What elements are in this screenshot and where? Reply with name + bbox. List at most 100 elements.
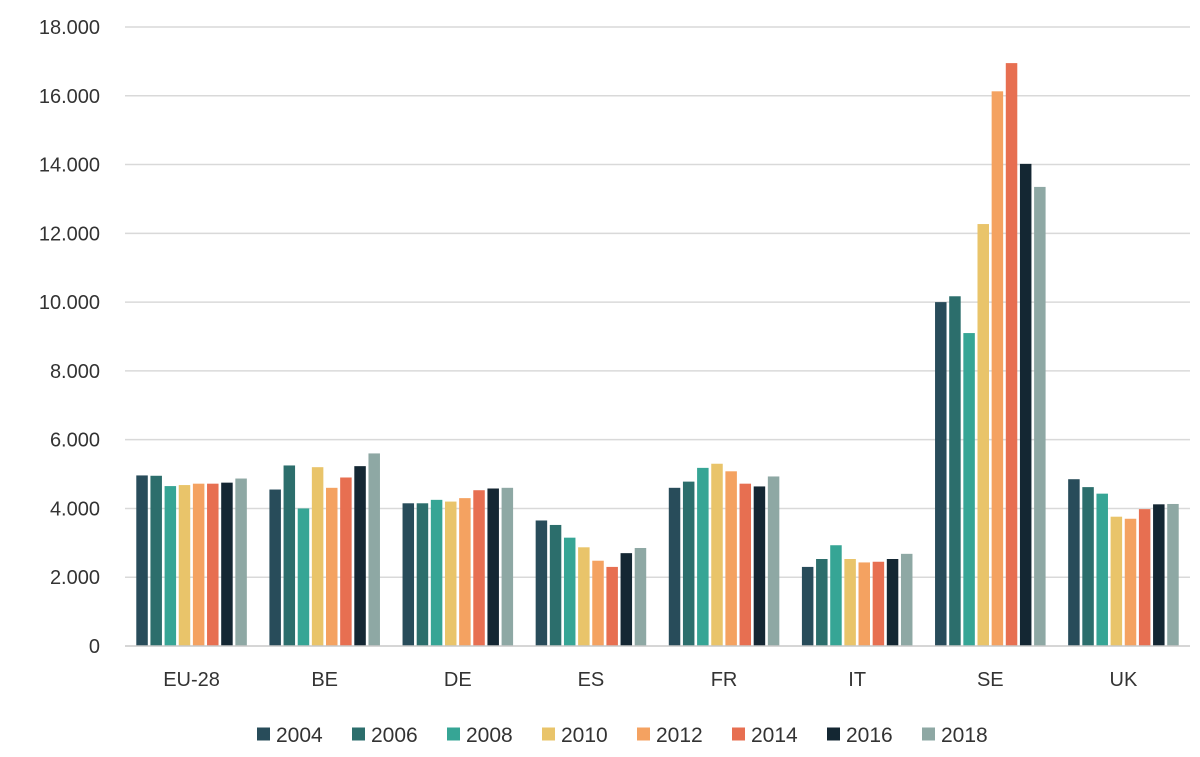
bar-fr-2008 bbox=[697, 467, 709, 646]
bar-eu-28-2008 bbox=[164, 486, 177, 646]
y-tick-label: 14.000 bbox=[39, 155, 100, 177]
bar-es-2006 bbox=[549, 524, 562, 646]
y-tick-label: 0 bbox=[89, 636, 100, 658]
bar-it-2016 bbox=[886, 559, 899, 646]
bar-fr-2006 bbox=[682, 481, 695, 646]
bar-it-2018 bbox=[900, 553, 913, 646]
x-tick-label: IT bbox=[848, 669, 866, 691]
bar-uk-2016 bbox=[1153, 504, 1165, 646]
bar-be-2006 bbox=[283, 465, 296, 646]
y-tick-label: 8.000 bbox=[50, 361, 100, 383]
legend-item-2016: 2016 bbox=[827, 724, 893, 747]
bar-de-2012 bbox=[459, 498, 471, 646]
legend-swatch bbox=[257, 727, 270, 741]
bar-se-2006 bbox=[949, 296, 961, 646]
bar-es-2004 bbox=[535, 520, 548, 646]
bar-it-2004 bbox=[801, 566, 814, 646]
bars bbox=[136, 63, 1179, 647]
legend-swatch bbox=[637, 727, 650, 741]
x-tick-label: UK bbox=[1110, 669, 1138, 691]
legend-swatch bbox=[732, 727, 745, 741]
bar-eu-28-2012 bbox=[192, 483, 205, 646]
y-tick-label: 16.000 bbox=[39, 86, 100, 108]
bar-se-2010 bbox=[977, 224, 989, 647]
bar-eu-28-2004 bbox=[136, 475, 148, 646]
legend-label: 2006 bbox=[371, 724, 418, 747]
x-tick-label: ES bbox=[578, 669, 605, 691]
bar-uk-2010 bbox=[1110, 516, 1123, 646]
legend-item-2014: 2014 bbox=[732, 724, 798, 747]
bar-uk-2018 bbox=[1167, 503, 1179, 646]
bar-eu-28-2016 bbox=[221, 482, 233, 646]
bar-it-2008 bbox=[830, 545, 842, 646]
axes: 0 2.000 4.000 6.000 8.000 10.000 12.000 14.000 1… bbox=[39, 17, 1190, 691]
bar-de-2014 bbox=[473, 490, 485, 646]
y-tick-label: 4.000 bbox=[50, 498, 100, 520]
bar-de-2004 bbox=[402, 503, 415, 646]
bar-de-2008 bbox=[430, 499, 443, 646]
legend-label: 2016 bbox=[846, 724, 893, 747]
bar-be-2008 bbox=[297, 508, 310, 646]
bar-it-2006 bbox=[816, 559, 828, 646]
legend-item-2006: 2006 bbox=[352, 724, 418, 747]
bar-uk-2012 bbox=[1124, 518, 1137, 646]
x-tick-label: FR bbox=[711, 669, 738, 691]
bar-se-2018 bbox=[1034, 186, 1046, 646]
bar-es-2008 bbox=[563, 537, 576, 646]
bar-es-2018 bbox=[634, 547, 647, 646]
bar-se-2004 bbox=[935, 302, 947, 646]
x-tick-label: SE bbox=[977, 669, 1004, 691]
legend-label: 2008 bbox=[466, 724, 513, 747]
bar-it-2014 bbox=[872, 561, 885, 646]
bar-uk-2008 bbox=[1096, 493, 1108, 646]
bar-de-2010 bbox=[444, 501, 457, 646]
x-tick-label: EU-28 bbox=[163, 669, 220, 691]
bar-uk-2004 bbox=[1068, 479, 1080, 646]
legend-item-2012: 2012 bbox=[637, 724, 703, 747]
y-tick-label: 10.000 bbox=[39, 292, 100, 314]
legend-swatch bbox=[352, 727, 365, 741]
legend-label: 2014 bbox=[751, 724, 798, 747]
legend-item-2008: 2008 bbox=[447, 724, 513, 747]
bar-eu-28-2014 bbox=[207, 483, 219, 646]
bar-be-2010 bbox=[311, 467, 324, 646]
bar-uk-2014 bbox=[1138, 509, 1151, 646]
y-tick-label: 12.000 bbox=[39, 223, 100, 245]
legend-swatch bbox=[827, 727, 840, 741]
legend: 2004 2006 2008 2010 2012 2014 2016 2018 bbox=[257, 724, 988, 747]
bar-it-2010 bbox=[844, 559, 856, 646]
legend-swatch bbox=[542, 727, 555, 741]
bar-de-2006 bbox=[416, 503, 429, 646]
legend-swatch bbox=[922, 727, 935, 741]
bar-fr-2016 bbox=[753, 486, 766, 646]
bar-de-2018 bbox=[501, 487, 514, 646]
bar-be-2018 bbox=[368, 453, 380, 646]
bar-it-2012 bbox=[858, 562, 871, 646]
bar-es-2016 bbox=[620, 553, 633, 646]
x-tick-label: BE bbox=[311, 669, 338, 691]
bar-fr-2014 bbox=[739, 483, 752, 646]
bar-be-2016 bbox=[354, 466, 366, 646]
y-tick-label: 2.000 bbox=[50, 567, 100, 589]
legend-item-2010: 2010 bbox=[542, 724, 608, 747]
bar-de-2016 bbox=[487, 488, 499, 646]
bar-eu-28-2018 bbox=[235, 478, 247, 646]
bar-se-2014 bbox=[1005, 63, 1018, 647]
y-tick-label: 6.000 bbox=[50, 430, 100, 452]
bar-fr-2004 bbox=[668, 487, 681, 646]
bar-be-2014 bbox=[340, 477, 352, 646]
bar-uk-2006 bbox=[1082, 487, 1094, 646]
bar-se-2012 bbox=[991, 91, 1004, 646]
legend-swatch bbox=[447, 727, 460, 741]
legend-item-2004: 2004 bbox=[257, 724, 323, 747]
legend-label: 2010 bbox=[561, 724, 608, 747]
bar-be-2004 bbox=[269, 489, 281, 646]
bar-fr-2018 bbox=[767, 476, 780, 646]
legend-label: 2018 bbox=[941, 724, 988, 747]
bar-fr-2010 bbox=[711, 463, 723, 646]
bar-eu-28-2010 bbox=[178, 485, 191, 646]
bar-be-2012 bbox=[326, 487, 338, 646]
bar-es-2012 bbox=[592, 560, 604, 646]
